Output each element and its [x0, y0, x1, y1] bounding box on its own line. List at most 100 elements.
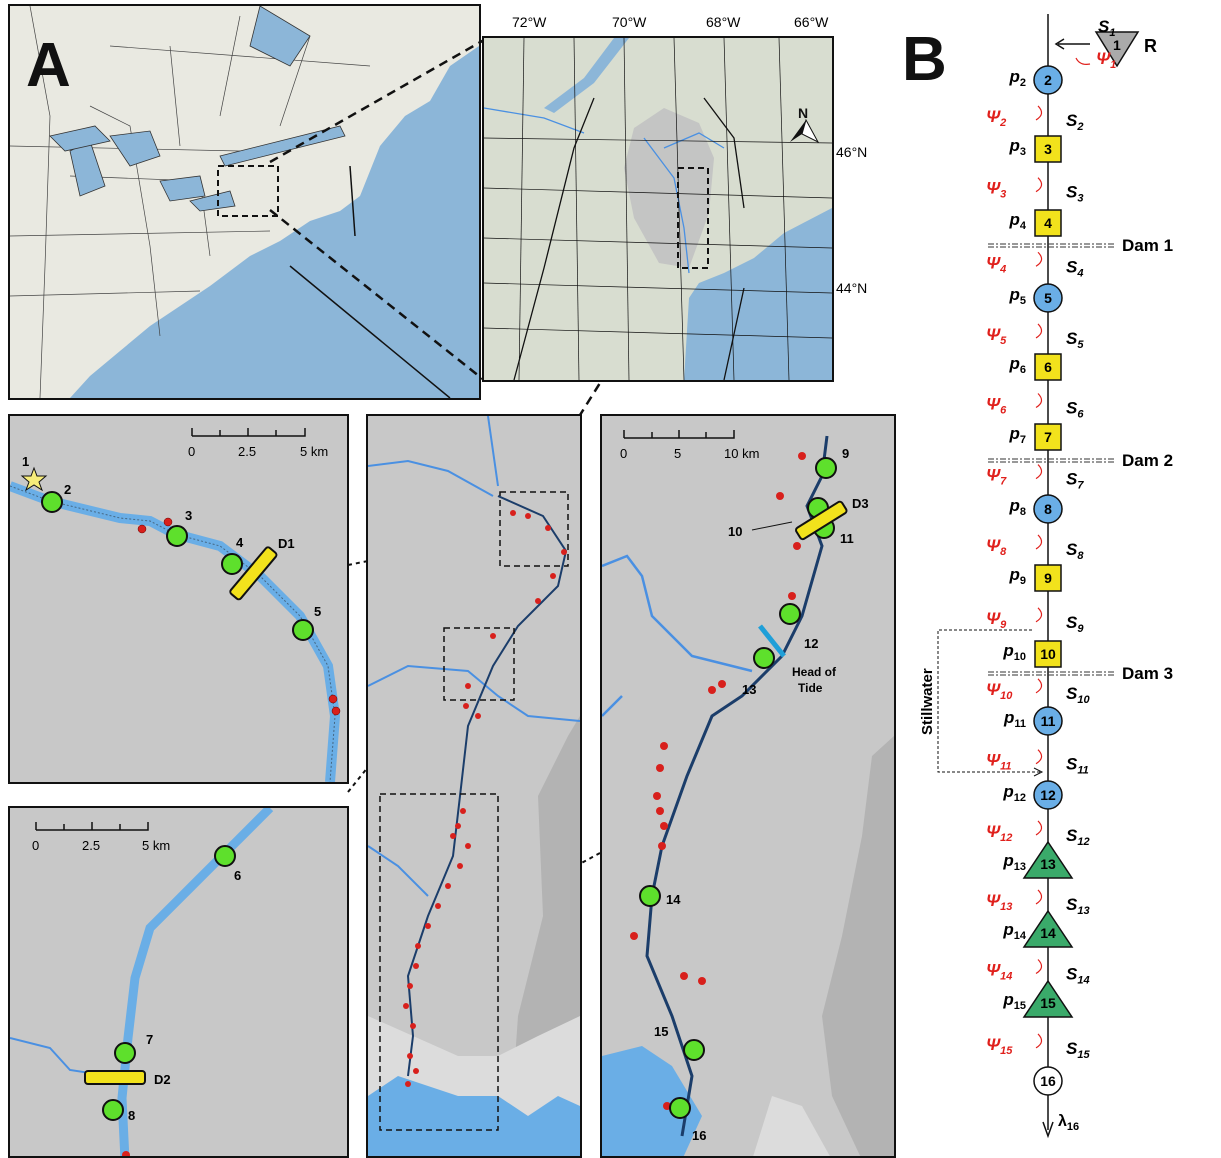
s-label-8: S8	[1066, 540, 1084, 562]
s-label-12: S12	[1066, 826, 1090, 848]
node-2	[1033, 65, 1063, 95]
svg-text:5: 5	[674, 446, 681, 461]
lat-label-46: 46°N	[836, 144, 868, 160]
s-label-2: S2	[1066, 111, 1083, 133]
schematic-panel: B 1 R S1 Ψ1 2 p2 3 p3 4 p4 5 p5 6 p6 7 p7 8 p8 9 p9 10 p10 11 p…	[900, 0, 1221, 1158]
psi-arrow-8	[1035, 534, 1043, 550]
dam-d2	[84, 1070, 146, 1085]
node-3	[1034, 135, 1062, 163]
p-label-7: p7	[1008, 424, 1026, 446]
dam-label-2: Dam 2	[1122, 451, 1173, 470]
s-label-1: S1	[1098, 17, 1115, 39]
site-label-1: 1	[22, 454, 29, 469]
p-label-15: p15	[1002, 990, 1026, 1012]
node-number-6: 6	[1044, 359, 1052, 375]
site-label-9: 9	[842, 446, 849, 461]
node-number-13: 13	[1040, 856, 1056, 872]
svg-text:10 km: 10 km	[724, 446, 759, 461]
scalebar-upper-left: 0 2.5 5 km	[188, 428, 328, 459]
site-label-15: 15	[654, 1024, 668, 1039]
p-label-3: p3	[1008, 136, 1026, 158]
svg-text:0: 0	[620, 446, 627, 461]
stillwater-label: Stillwater	[919, 668, 936, 735]
s-label-6: S6	[1066, 399, 1084, 421]
psi-arrow-3	[1035, 177, 1043, 193]
site-label-2: 2	[64, 482, 71, 497]
dam-d1	[229, 546, 278, 601]
psi-arrow-7	[1035, 464, 1043, 480]
node-number-4: 4	[1044, 215, 1052, 231]
node-8	[1033, 494, 1063, 524]
node-number-16: 16	[1040, 1073, 1056, 1089]
s-label-14: S14	[1066, 965, 1090, 987]
river-overview-panel	[366, 414, 582, 1158]
dam-d3	[795, 500, 848, 541]
node-number-3: 3	[1044, 141, 1052, 157]
svg-text:0: 0	[32, 838, 39, 853]
site-label-8: 8	[128, 1108, 135, 1123]
node-12	[1033, 780, 1063, 810]
scalebar-right: 0 5 10 km	[620, 430, 759, 461]
node-number-7: 7	[1044, 429, 1052, 445]
psi-arrow-6	[1035, 393, 1043, 409]
psi-arrow-12	[1035, 820, 1043, 836]
release-star-icon	[20, 466, 48, 492]
psi-arrow-4	[1035, 251, 1043, 267]
psi-label-9: Ψ9	[986, 609, 1007, 631]
lat-label-44: 44°N	[836, 280, 868, 296]
s-label-15: S15	[1066, 1039, 1090, 1061]
node-number-12: 12	[1040, 787, 1056, 803]
dam-label-d3: D3	[852, 496, 869, 511]
node-number-5: 5	[1044, 290, 1052, 306]
svg-text:2.5: 2.5	[238, 444, 256, 459]
svg-text:2.5: 2.5	[82, 838, 100, 853]
node-4	[1034, 209, 1062, 237]
head-of-tide-label-1: Head of	[792, 665, 837, 679]
node-6	[1034, 353, 1062, 381]
site-label-16: 16	[692, 1128, 706, 1143]
lon-label-72: 72°W	[512, 14, 547, 30]
lon-label-70: 70°W	[612, 14, 647, 30]
psi-label-10: Ψ10	[986, 680, 1013, 702]
psi-label-13: Ψ13	[986, 891, 1012, 913]
s-label-11: S11	[1066, 755, 1089, 777]
psi-label-15: Ψ15	[986, 1035, 1013, 1057]
s-label-10: S10	[1066, 684, 1090, 706]
node-number-2: 2	[1044, 72, 1052, 88]
s-label-5: S5	[1066, 329, 1084, 351]
dam-label-d1: D1	[278, 536, 295, 551]
psi-arrow-2	[1035, 105, 1043, 121]
psi-label-11: Ψ11	[986, 751, 1012, 773]
p-label-6: p6	[1008, 354, 1026, 376]
p-label-4: p4	[1008, 210, 1026, 232]
p-label-8: p8	[1008, 496, 1026, 518]
node-number-8: 8	[1044, 501, 1052, 517]
node-number-15: 15	[1040, 995, 1056, 1011]
node-11	[1033, 706, 1063, 736]
site-label-4: 4	[236, 535, 244, 550]
node-number-11: 11	[1041, 713, 1056, 729]
p-label-9: p9	[1008, 565, 1026, 587]
psi-arrow-1	[1075, 57, 1091, 65]
p-label-11: p11	[1003, 708, 1026, 730]
node-number-14: 14	[1040, 925, 1056, 941]
release-letter: R	[1144, 36, 1157, 56]
panel-b-label: B	[902, 25, 947, 94]
svg-text:5 km: 5 km	[142, 838, 170, 853]
site-label-11: 11	[840, 531, 854, 546]
psi-label-6: Ψ6	[986, 395, 1007, 417]
dam-label-1: Dam 1	[1122, 236, 1173, 255]
psi-arrow-9	[1035, 607, 1043, 623]
psi-arrow-5	[1035, 323, 1043, 339]
dam-label-3: Dam 3	[1122, 664, 1173, 683]
psi-label-4: Ψ4	[986, 253, 1006, 275]
s-label-7: S7	[1066, 470, 1084, 492]
zoom-panel-upper-left: 0 2.5 5 km 1 2 3 4 5 D1	[8, 414, 349, 784]
psi-arrow-10	[1035, 678, 1043, 694]
p-label-12: p12	[1002, 782, 1026, 804]
scalebar-lower-left: 0 2.5 5 km	[32, 822, 170, 853]
node-5	[1033, 283, 1063, 313]
overview-map: A	[8, 4, 481, 400]
psi-label-12: Ψ12	[986, 822, 1012, 844]
dam-label-d2: D2	[154, 1072, 171, 1087]
